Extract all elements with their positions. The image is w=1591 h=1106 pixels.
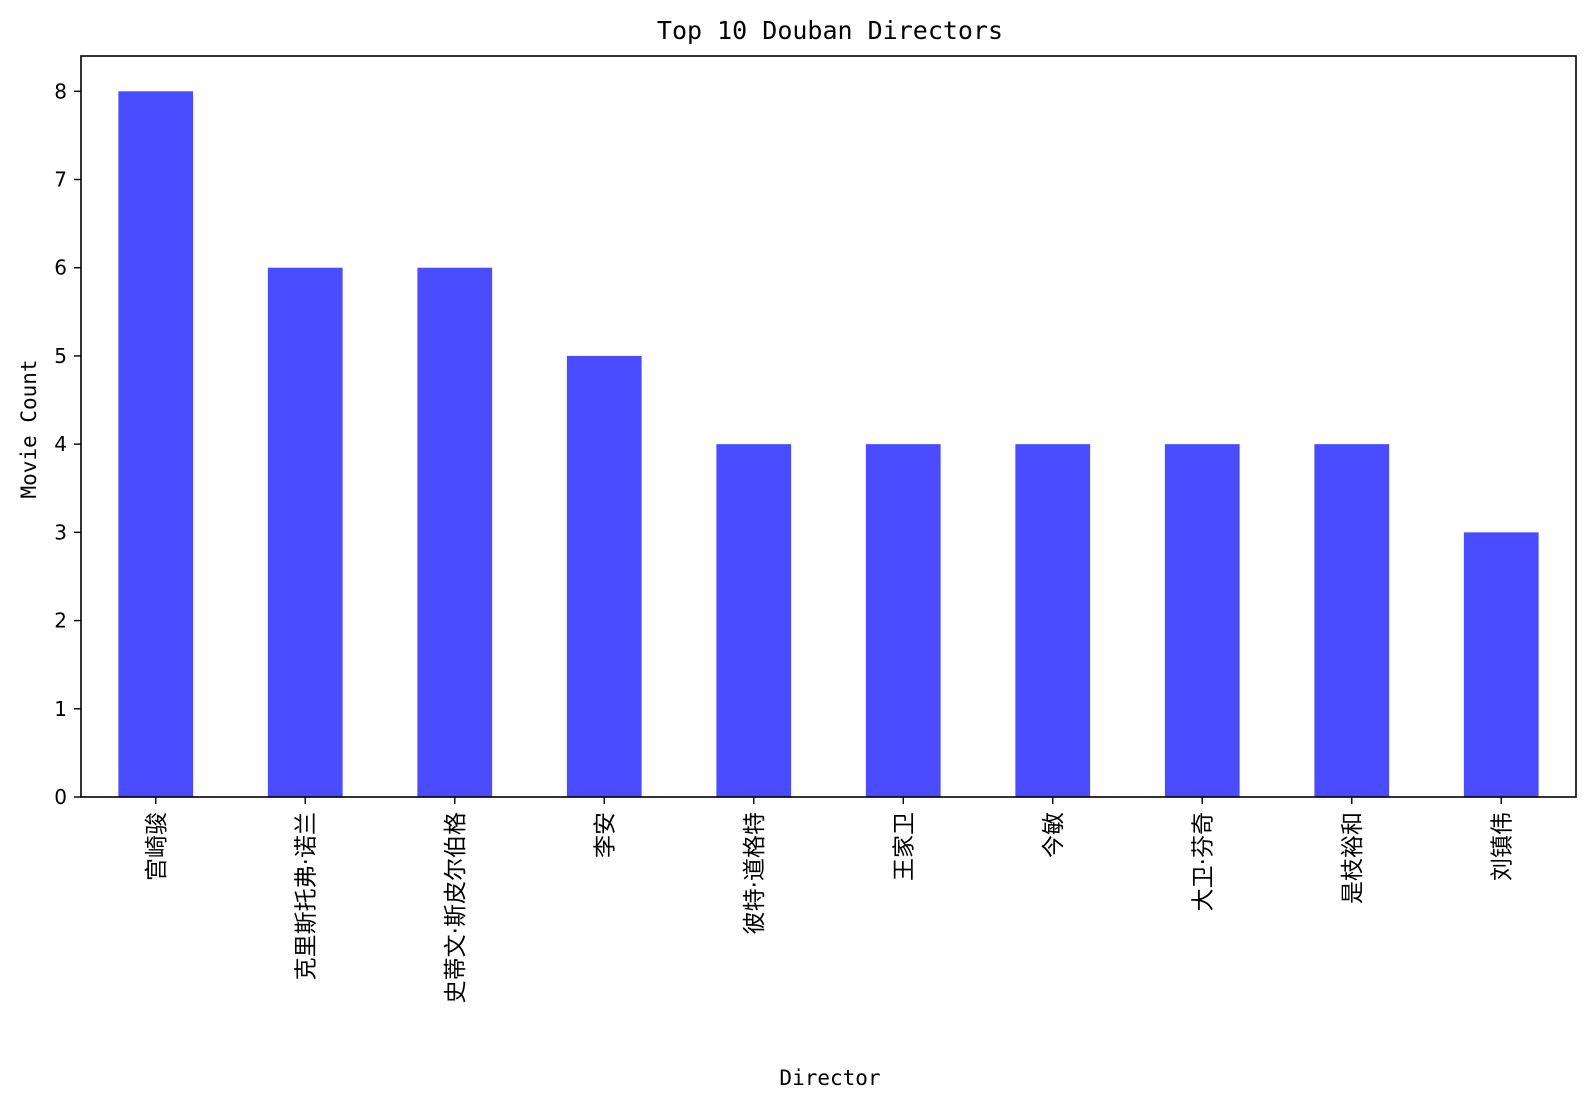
bar: [1015, 444, 1091, 797]
y-tick-label: 7: [54, 168, 67, 192]
y-tick-label: 2: [54, 609, 67, 633]
x-tick-label: 彼特·道格特: [742, 812, 768, 934]
y-tick-label: 3: [54, 520, 67, 544]
chart-title: Top 10 Douban Directors: [657, 16, 1003, 45]
bar: [417, 267, 493, 797]
x-tick-label: 史蒂文·斯皮尔伯格: [443, 812, 469, 1003]
bars-group: [118, 91, 1539, 798]
y-tick-label: 1: [54, 697, 67, 721]
y-tick-label: 0: [54, 785, 67, 809]
x-tick-label: 李安: [592, 812, 618, 858]
y-tick-label: 5: [54, 344, 67, 368]
bar: [865, 444, 941, 797]
x-axis-title: Director: [779, 1066, 880, 1090]
x-tick-label: 王家卫: [891, 812, 917, 881]
y-axis: 0 1 2 3 4 5 6 7 8: [54, 79, 81, 809]
y-tick-label: 6: [54, 256, 67, 280]
bar: [267, 267, 343, 797]
x-tick-label: 今敏: [1041, 812, 1067, 858]
bar: [716, 444, 792, 797]
x-tick-label: 刘镇伟: [1489, 812, 1515, 881]
bar: [1314, 444, 1390, 797]
y-tick-label: 8: [54, 79, 67, 103]
bar: [118, 91, 194, 798]
x-tick-label: 大卫·芬奇: [1190, 812, 1216, 911]
x-tick-label: 克里斯托弗·诺兰: [293, 812, 319, 980]
y-axis-title: Movie Count: [17, 359, 41, 498]
x-tick-label: 是枝裕和: [1340, 812, 1366, 904]
bar: [1463, 532, 1539, 797]
bar: [1164, 444, 1240, 797]
x-tick-label: 宫崎骏: [144, 812, 170, 881]
bar: [566, 355, 642, 797]
x-axis: 宫崎骏 克里斯托弗·诺兰 史蒂文·斯皮尔伯格 李安 彼特·道格特 王家卫 今敏 大卫·芬奇 是枝…: [144, 797, 1515, 1003]
plot-frame: [80, 55, 1577, 798]
y-tick-label: 4: [54, 432, 67, 456]
